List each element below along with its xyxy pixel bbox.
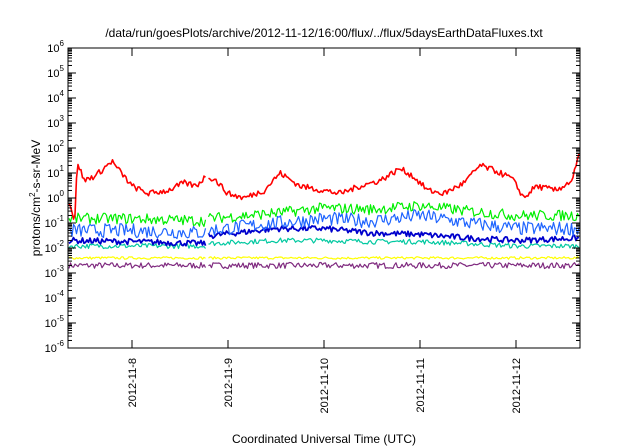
y-axis-label: protons/cm2-s-sr-MeV (28, 140, 43, 256)
y-tick-label: 10-1 (45, 214, 65, 230)
series-line (68, 201, 580, 227)
y-axis-label-pre: protons/cm (29, 197, 43, 256)
series-line (69, 256, 580, 260)
y-tick-label: 101 (47, 164, 64, 180)
y-tick-label: 103 (47, 114, 64, 130)
chart-title: /data/run/goesPlots/archive/2012-11-12/1… (105, 26, 543, 40)
y-tick-label: 10-5 (45, 314, 65, 330)
x-tick-label: 2012-11-11 (415, 358, 427, 413)
y-tick-label: 106 (47, 39, 64, 55)
y-axis-label-post: -s-sr-MeV (29, 140, 43, 193)
x-tick-label: 2012-11-10 (319, 358, 331, 413)
y-tick-label: 10-6 (45, 339, 65, 355)
plot-series (68, 153, 580, 270)
x-tick-label: 2012-11-12 (511, 358, 523, 413)
y-tick-label: 10-3 (45, 264, 65, 280)
x-axis-label: Coordinated Universal Time (UTC) (232, 432, 416, 446)
y-tick-label: 10-2 (45, 239, 65, 255)
y-tick-label: 102 (47, 139, 64, 155)
y-axis-label-sup: 2 (28, 192, 37, 197)
x-tick-label: 2012-11-9 (223, 358, 235, 407)
y-axis-ticks: 106 105 104 103 102 101 100 10-1 10-2 10-3 10-4 10-… (45, 39, 580, 355)
x-axis-ticks: 2012-11-8 2012-11-9 2012-11-10 2012-11-11 20… (127, 48, 523, 413)
series-line (68, 153, 580, 220)
series-line (68, 209, 580, 240)
y-tick-label: 100 (47, 189, 64, 205)
series-line (68, 261, 580, 270)
x-tick-label: 2012-11-8 (127, 358, 139, 407)
y-tick-label: 104 (47, 89, 64, 105)
y-tick-label: 10-4 (45, 289, 65, 305)
y-tick-label: 105 (47, 64, 64, 80)
plot-frame (67, 47, 581, 349)
